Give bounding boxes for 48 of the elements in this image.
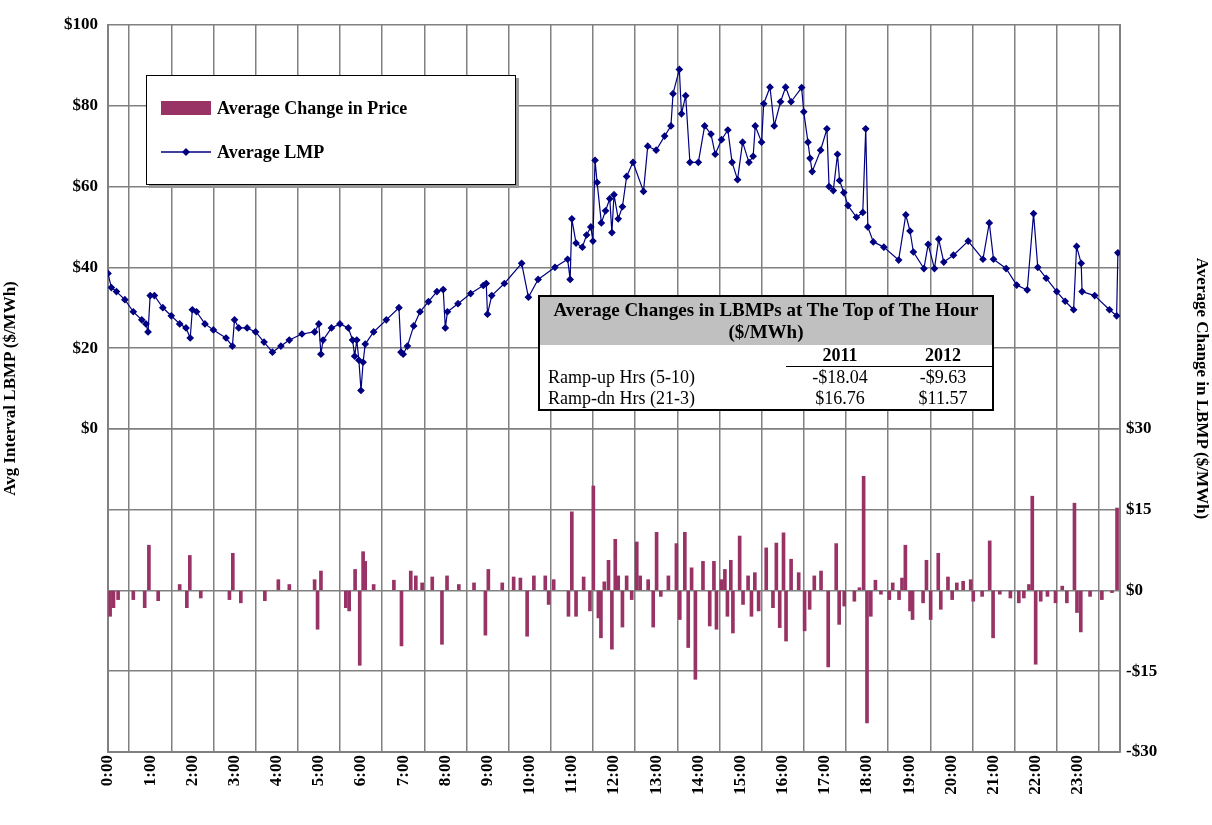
x-tick-label: 2:00 bbox=[181, 755, 201, 787]
y2-tick-label: -$30 bbox=[1126, 741, 1158, 761]
annotation: Ramp-up Hrs (5-10) bbox=[547, 366, 696, 388]
annotation: $11.57 bbox=[917, 388, 969, 409]
x-tick-label: 10:00 bbox=[519, 755, 539, 795]
x-tick-label: 1:00 bbox=[139, 755, 159, 787]
y-tick-label: $80 bbox=[72, 95, 98, 115]
x-tick-label: 22:00 bbox=[1025, 755, 1045, 795]
x-tick-label: 20:00 bbox=[940, 755, 960, 795]
x-tick-label: 7:00 bbox=[392, 755, 412, 787]
annotation: 2011 bbox=[786, 345, 895, 367]
x-tick-label: 12:00 bbox=[603, 755, 623, 795]
annotation: -$9.63 bbox=[918, 366, 968, 388]
annotation: Average Changes in LBMPs at The Top of The Hour ($/MWh) bbox=[540, 297, 992, 345]
x-tick-label: 4:00 bbox=[266, 755, 286, 787]
x-tick-label: 13:00 bbox=[645, 755, 665, 795]
x-tick-label: 9:00 bbox=[476, 755, 496, 787]
x-tick-label: 19:00 bbox=[898, 755, 918, 795]
y2-tick-label: -$15 bbox=[1126, 660, 1158, 680]
x-tick-label: 23:00 bbox=[1067, 755, 1087, 795]
y-tick-label: $60 bbox=[72, 175, 98, 195]
y-axis-title: Avg Interval LBMP ($/MWh) bbox=[0, 281, 19, 496]
x-tick-label: 3:00 bbox=[223, 755, 243, 787]
y2-tick-label: $15 bbox=[1126, 499, 1152, 519]
x-tick-label: 5:00 bbox=[308, 755, 328, 787]
x-tick-label: 17:00 bbox=[814, 755, 834, 795]
x-tick-label: 21:00 bbox=[982, 755, 1002, 795]
y-tick-label: $40 bbox=[72, 256, 98, 276]
legend-label: Average LMP bbox=[217, 141, 325, 163]
annotation: $16.76 bbox=[814, 388, 866, 409]
annotation: 2012 bbox=[894, 345, 992, 367]
x-tick-label: 14:00 bbox=[687, 755, 707, 795]
y-tick-label: $100 bbox=[64, 14, 98, 34]
y2-tick-label: $30 bbox=[1126, 418, 1152, 438]
x-tick-label: 16:00 bbox=[772, 755, 792, 795]
y2-tick-label: $0 bbox=[1126, 579, 1143, 599]
annotation: Ramp-dn Hrs (21-3) bbox=[547, 388, 696, 409]
x-tick-label: 0:00 bbox=[97, 755, 117, 787]
x-tick-label: 18:00 bbox=[856, 755, 876, 795]
y2-axis-title: Average Change in LBMP ($/MWh) bbox=[1193, 257, 1212, 520]
x-tick-label: 11:00 bbox=[561, 755, 581, 794]
x-tick-label: 8:00 bbox=[434, 755, 454, 787]
legend-label: Average Change in Price bbox=[217, 97, 408, 119]
y-tick-label: $0 bbox=[81, 418, 98, 438]
x-tick-label: 6:00 bbox=[350, 755, 370, 787]
x-tick-label: 15:00 bbox=[729, 755, 749, 795]
annotation: -$18.04 bbox=[811, 366, 869, 388]
y-tick-label: $20 bbox=[72, 337, 98, 357]
